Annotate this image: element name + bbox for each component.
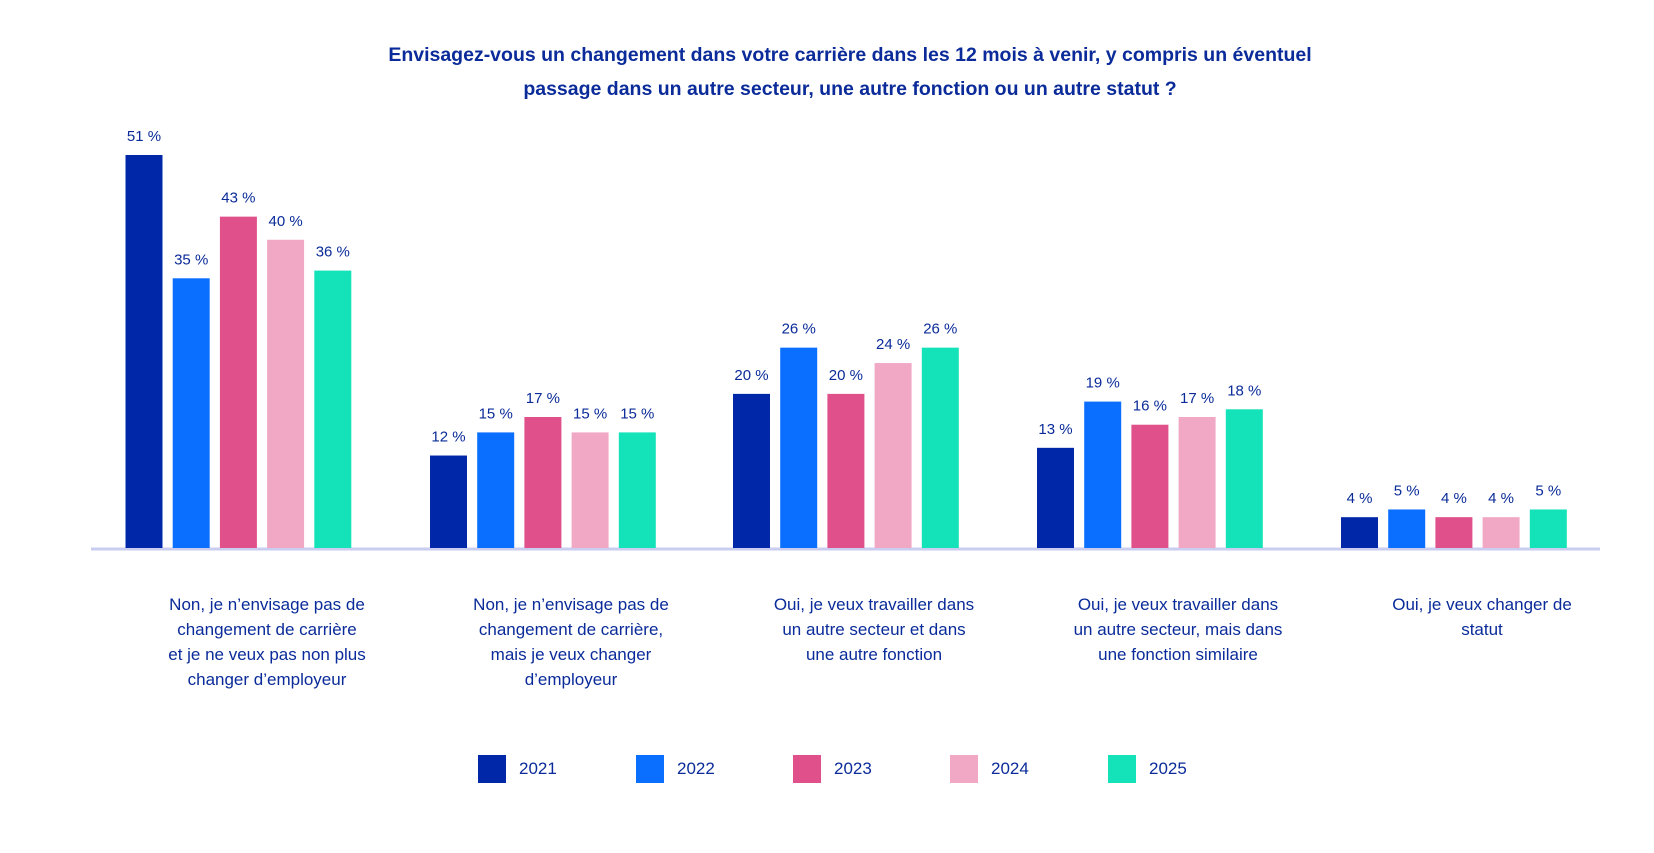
legend-item-2021: 2021: [478, 755, 557, 783]
bar-2022-cat-5: [1388, 509, 1426, 548]
data-label-2024-cat-4: 17 %: [1180, 390, 1214, 407]
category-label-2-line-2: changement de carrière,: [478, 620, 664, 639]
legend-item-2023: 2023: [793, 755, 872, 783]
data-label-2021-cat-1: 51 %: [127, 128, 161, 145]
data-label-2022-cat-4: 19 %: [1086, 375, 1120, 392]
legend-swatch-2024: [950, 755, 978, 783]
chart-title-line-1: Envisagez-vous un changement dans votre …: [388, 44, 1312, 66]
data-label-2021-cat-3: 20 %: [734, 367, 768, 384]
category-label-4-line-3: une fonction similaire: [1098, 645, 1258, 664]
data-label-2022-cat-5: 5 %: [1394, 482, 1420, 499]
bar-2021-cat-5: [1341, 517, 1378, 548]
data-label-2023-cat-2: 17 %: [526, 390, 560, 407]
data-label-2025-cat-2: 15 %: [620, 405, 654, 422]
category-label-4-line-1: Oui, je veux travailler dans: [1077, 595, 1279, 614]
category-label-1-line-3: et je ne veux pas non plus: [168, 645, 366, 664]
legend-item-2022: 2022: [636, 755, 715, 783]
bar-2022-cat-4: [1084, 401, 1122, 548]
category-label-1-line-2: changement de carrière: [177, 620, 357, 639]
legend-label-2021: 2021: [519, 759, 557, 778]
legend-label-2024: 2024: [991, 759, 1029, 778]
bar-2025-cat-1: [314, 270, 352, 548]
category-label-2: Non, je n’envisage pas de changement de c…: [446, 592, 696, 692]
data-label-2021-cat-5: 4 %: [1347, 490, 1373, 507]
legend-item-2024: 2024: [950, 755, 1029, 783]
category-label-5: Oui, je veux changer de statut: [1357, 592, 1607, 642]
data-label-2021-cat-4: 13 %: [1038, 421, 1072, 438]
data-label-2023-cat-5: 4 %: [1441, 490, 1467, 507]
bar-2024-cat-3: [874, 363, 912, 548]
legend-swatch-2023: [793, 755, 821, 783]
bar-2024-cat-4: [1178, 417, 1216, 548]
bar-2025-cat-4: [1225, 409, 1263, 548]
data-label-2024-cat-1: 40 %: [268, 213, 302, 230]
data-label-2025-cat-1: 36 %: [316, 244, 350, 261]
category-label-3: Oui, je veux travailler dans un autre sec…: [749, 592, 999, 667]
category-label-5-line-2: statut: [1461, 620, 1503, 639]
data-label-2024-cat-2: 15 %: [573, 405, 607, 422]
data-label-2024-cat-5: 4 %: [1488, 490, 1514, 507]
bar-2025-cat-5: [1529, 509, 1567, 548]
category-label-3-line-2: un autre secteur et dans: [782, 620, 966, 639]
category-label-4-line-2: un autre secteur, mais dans: [1073, 620, 1283, 639]
data-label-2023-cat-1: 43 %: [221, 190, 255, 207]
bar-2025-cat-2: [618, 432, 656, 548]
data-label-2024-cat-3: 24 %: [876, 336, 910, 353]
bar-2023-cat-2: [524, 417, 562, 548]
category-label-1-line-1: Non, je n’envisage pas de: [169, 595, 365, 614]
bar-2021-cat-4: [1037, 447, 1074, 548]
bar-2021-cat-1: [125, 155, 163, 548]
legend-label-2023: 2023: [834, 759, 872, 778]
legend-swatch-2022: [636, 755, 664, 783]
data-label-2022-cat-3: 26 %: [782, 321, 816, 338]
bar-2023-cat-3: [827, 393, 865, 548]
bar-2021-cat-3: [733, 393, 770, 548]
category-label-1: Non, je n’envisage pas de changement de c…: [142, 592, 392, 692]
bar-2025-cat-3: [921, 347, 959, 548]
legend-swatch-2021: [478, 755, 506, 783]
legend: 2021 2022 2023 2024 2025: [0, 755, 1654, 785]
legend-label-2025: 2025: [1149, 759, 1187, 778]
bar-2022-cat-1: [172, 278, 210, 548]
data-label-2025-cat-3: 26 %: [923, 321, 957, 338]
data-label-2021-cat-2: 12 %: [431, 429, 465, 446]
legend-swatch-2025: [1108, 755, 1136, 783]
data-label-2023-cat-3: 20 %: [829, 367, 863, 384]
chart-title: Envisagez-vous un changement dans votre …: [300, 38, 1400, 106]
data-label-2023-cat-4: 16 %: [1133, 398, 1167, 415]
bar-2022-cat-3: [780, 347, 818, 548]
category-label-2-line-4: d’employeur: [524, 670, 618, 689]
category-label-4: Oui, je veux travailler dans un autre sec…: [1053, 592, 1303, 667]
category-label-2-line-3: mais je veux changer: [490, 645, 652, 664]
bar-2024-cat-2: [571, 432, 609, 548]
category-label-3-line-1: Oui, je veux travailler dans: [773, 595, 975, 614]
data-label-2022-cat-1: 35 %: [174, 251, 208, 268]
bar-2024-cat-5: [1482, 517, 1520, 548]
bar-2023-cat-1: [219, 216, 257, 548]
category-label-3-line-3: une autre fonction: [805, 645, 943, 664]
data-label-2022-cat-2: 15 %: [479, 405, 513, 422]
data-label-2025-cat-4: 18 %: [1227, 382, 1261, 399]
legend-label-2022: 2022: [677, 759, 715, 778]
category-label-2-line-1: Non, je n’envisage pas de: [473, 595, 669, 614]
bar-2023-cat-5: [1435, 517, 1473, 548]
bar-2021-cat-2: [430, 455, 467, 548]
bar-2024-cat-1: [267, 239, 305, 548]
bar-2023-cat-4: [1131, 424, 1169, 548]
category-label-5-line-1: Oui, je veux changer de: [1392, 595, 1572, 614]
category-label-1-line-4: changer d’employeur: [187, 670, 347, 689]
data-label-2025-cat-5: 5 %: [1535, 482, 1561, 499]
bar-2022-cat-2: [477, 432, 515, 548]
legend-item-2025: 2025: [1108, 755, 1187, 783]
chart-title-line-2: passage dans un autre secteur, une autre…: [523, 78, 1177, 100]
